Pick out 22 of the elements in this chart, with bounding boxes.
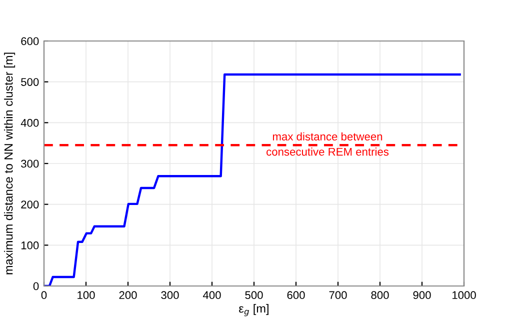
x-tick-label: 400 (202, 291, 221, 300)
x-tick-label: 200 (119, 291, 137, 300)
x-tick-label: 0 (41, 291, 47, 300)
y-tick-label: 300 (21, 160, 39, 168)
line-series (44, 73, 461, 286)
x-tick-label: 700 (329, 291, 347, 300)
x-axis-title: ε$_{g}$ [m] (239, 304, 268, 316)
ref-line-label: max distance between consecutive REM entries (266, 132, 389, 156)
x-tick-label: 300 (161, 291, 179, 300)
y-tick-label: 200 (21, 200, 39, 208)
x-tick-label: 100 (78, 291, 95, 300)
y-tick-label: 600 (21, 37, 39, 46)
x-tick-label: 500 (245, 291, 263, 300)
x-tick-label: 1000 (452, 291, 476, 300)
y-tick-label: 0 (33, 282, 39, 290)
y-axis-title: maximum distance to NN within cluster [m] (4, 52, 16, 274)
y-tick-label: 100 (21, 241, 39, 250)
y-tick-label: 500 (21, 78, 39, 86)
x-tick-label: 800 (371, 291, 389, 300)
x-tick-label: 600 (287, 291, 305, 300)
y-tick-label: 400 (20, 118, 39, 127)
x-tick-label: 900 (413, 291, 431, 300)
